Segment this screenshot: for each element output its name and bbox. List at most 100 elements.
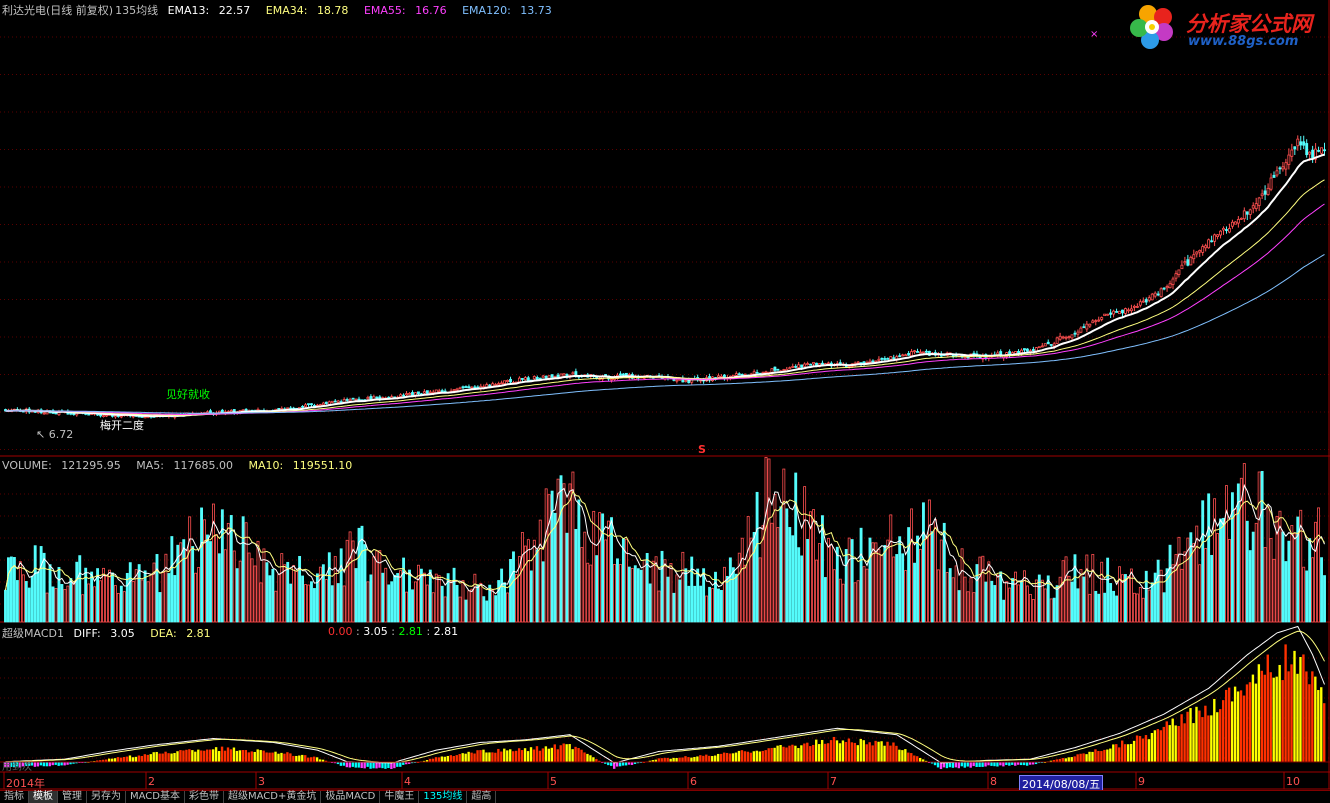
volume-bar bbox=[232, 550, 236, 623]
volume-bar bbox=[247, 552, 251, 623]
tab-4[interactable]: MACD基本 bbox=[126, 791, 185, 803]
macd-bar bbox=[1216, 712, 1219, 762]
tab-3[interactable]: 另存为 bbox=[87, 791, 126, 803]
macd-bar bbox=[630, 762, 634, 765]
macd-bar bbox=[532, 749, 536, 762]
candle-body bbox=[1302, 141, 1306, 146]
macd-bar bbox=[936, 762, 940, 768]
tab-9[interactable]: 135均线 bbox=[419, 791, 468, 803]
macd-bar bbox=[467, 751, 470, 762]
volume-bar bbox=[1106, 557, 1110, 623]
ema55-value: 16.76 bbox=[415, 4, 447, 17]
volume-bar bbox=[714, 571, 717, 623]
macd-bar bbox=[1272, 677, 1275, 762]
candle-body bbox=[1281, 166, 1285, 170]
volume-bar bbox=[1153, 572, 1157, 623]
volume-bar bbox=[336, 583, 340, 623]
macd-bar bbox=[776, 745, 779, 762]
volume-bar bbox=[1073, 554, 1077, 623]
macd-bar bbox=[595, 759, 598, 762]
candle-body bbox=[1118, 310, 1121, 315]
candle-body bbox=[910, 351, 914, 357]
volume-bar bbox=[541, 561, 545, 623]
volume-bar bbox=[764, 456, 768, 623]
volume-bar bbox=[984, 581, 988, 623]
tab-7[interactable]: 极品MACD bbox=[321, 791, 381, 803]
candle-body bbox=[1103, 313, 1107, 317]
macd-bar bbox=[1031, 762, 1035, 765]
macd-bar bbox=[152, 752, 155, 762]
volume-bar bbox=[868, 537, 872, 623]
candle-body bbox=[1210, 240, 1214, 243]
volume-bar bbox=[1278, 510, 1282, 623]
macd-bar bbox=[232, 747, 236, 762]
volume-bar bbox=[919, 548, 922, 623]
candle-body bbox=[1079, 327, 1083, 333]
macd-bar bbox=[764, 750, 767, 762]
volume-ma-lines bbox=[5, 483, 1325, 595]
tab-2[interactable]: 管理 bbox=[58, 791, 87, 803]
macd-bar bbox=[307, 757, 310, 762]
candle-body bbox=[919, 351, 922, 354]
volume-bar bbox=[592, 510, 596, 623]
tab-10[interactable]: 超高 bbox=[467, 791, 497, 803]
candle-body bbox=[1061, 336, 1065, 339]
macd-bar bbox=[1011, 762, 1014, 765]
volume-bar bbox=[711, 588, 714, 623]
tab-0[interactable]: 指标 bbox=[0, 791, 29, 803]
volume-bar bbox=[853, 582, 857, 623]
candle-body bbox=[458, 387, 462, 390]
macd-bar bbox=[815, 739, 818, 762]
volume-bar bbox=[1055, 585, 1059, 623]
macd-bar bbox=[99, 760, 102, 762]
volume-bar bbox=[1129, 568, 1133, 623]
candle-body bbox=[87, 413, 91, 416]
tab-bar: 指标 模板 管理 另存为 MACD基本 彩色带 超级MACD+黄金坑 极品MACD 牛魔王 135… bbox=[0, 790, 1330, 803]
candle-body bbox=[42, 412, 46, 415]
macd-bar bbox=[446, 755, 450, 762]
macd-bar bbox=[1171, 718, 1174, 762]
macd-bar bbox=[366, 762, 369, 767]
volume-bar bbox=[544, 488, 548, 623]
macd-bar bbox=[1073, 756, 1076, 762]
volume-bar bbox=[60, 584, 64, 623]
volume-bar bbox=[657, 590, 661, 623]
volume-bar bbox=[54, 588, 58, 623]
volume-bar bbox=[957, 590, 961, 623]
tab-1[interactable]: 模板 bbox=[29, 791, 58, 803]
volume-bar bbox=[27, 587, 31, 623]
macd-bar bbox=[672, 757, 675, 762]
volume-bar bbox=[137, 564, 141, 623]
volume-bar bbox=[636, 568, 640, 623]
candle-body bbox=[868, 360, 872, 363]
tab-6[interactable]: 超级MACD+黄金坑 bbox=[224, 791, 322, 803]
volume-bar bbox=[69, 578, 73, 623]
macd-bar bbox=[517, 748, 521, 762]
macd-bar bbox=[369, 762, 372, 769]
volume-bar bbox=[1159, 569, 1163, 623]
macd-bar bbox=[211, 749, 215, 762]
macd-bar bbox=[1174, 725, 1177, 762]
tab-8[interactable]: 牛魔王 bbox=[380, 791, 420, 803]
volume-bar bbox=[1213, 498, 1217, 623]
candle-body bbox=[307, 403, 310, 406]
candle-body bbox=[1198, 250, 1202, 253]
macd-bar bbox=[919, 757, 922, 762]
macd-bar bbox=[690, 757, 693, 762]
candle-body bbox=[277, 407, 281, 410]
volume-bar bbox=[740, 537, 744, 623]
volume-bar bbox=[969, 577, 973, 623]
volume-bar bbox=[538, 519, 542, 623]
tab-5[interactable]: 彩色带 bbox=[185, 791, 224, 803]
macd-bar bbox=[654, 759, 657, 762]
volume-bar bbox=[384, 567, 388, 623]
macd-bar bbox=[200, 750, 203, 762]
candle-body bbox=[470, 386, 474, 389]
volume-bar bbox=[209, 541, 212, 623]
macd-bar bbox=[862, 740, 865, 762]
macd-bar bbox=[289, 753, 292, 762]
candle-body bbox=[898, 355, 902, 358]
candle-body bbox=[1192, 254, 1196, 260]
volume-bar bbox=[621, 538, 625, 623]
macd-r3: 2.81 bbox=[398, 625, 423, 638]
